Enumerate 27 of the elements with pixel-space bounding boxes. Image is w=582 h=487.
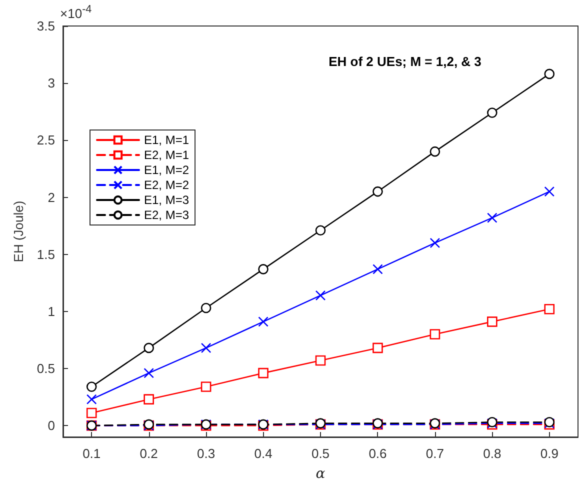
- y-tick-label: 2: [48, 190, 55, 205]
- legend-label: E1, M=2: [144, 163, 190, 177]
- x-tick-label: 0.6: [368, 446, 387, 461]
- legend-label: E1, M=3: [144, 193, 190, 207]
- y-tick-label: 1: [48, 304, 55, 319]
- x-tick-label: 0.1: [82, 446, 101, 461]
- legend-label: E2, M=1: [144, 148, 190, 162]
- legend-label: E2, M=3: [144, 208, 190, 222]
- x-tick-label: 0.4: [254, 446, 272, 461]
- text: EH of 2 UEs; M = 1,2, & 3: [328, 54, 482, 69]
- x-axis-title: α: [316, 466, 326, 482]
- y-tick-label: 2.5: [36, 132, 55, 148]
- y-tick-label: 3: [48, 76, 55, 91]
- y-tick-label: 1.5: [36, 246, 55, 262]
- x-tick-label: 0.2: [140, 446, 158, 461]
- x-tick-label: 0.7: [426, 446, 444, 461]
- text: ×10$^{-4}$: [60, 4, 92, 22]
- x-tick-label: 0.9: [540, 446, 558, 461]
- legend-label: E2, M=2: [144, 178, 190, 192]
- y-tick-label: 0: [48, 418, 55, 434]
- y-tick-label: 0.5: [36, 361, 55, 376]
- y-axis-title: EH (Joule): [11, 200, 26, 262]
- x-tick-label: 0.5: [311, 446, 330, 461]
- y-tick-label: 3.5: [36, 18, 55, 34]
- x-tick-label: 0.3: [197, 446, 216, 461]
- x-tick-label: 0.8: [483, 446, 502, 461]
- legend-label: E1, M=1: [144, 133, 190, 147]
